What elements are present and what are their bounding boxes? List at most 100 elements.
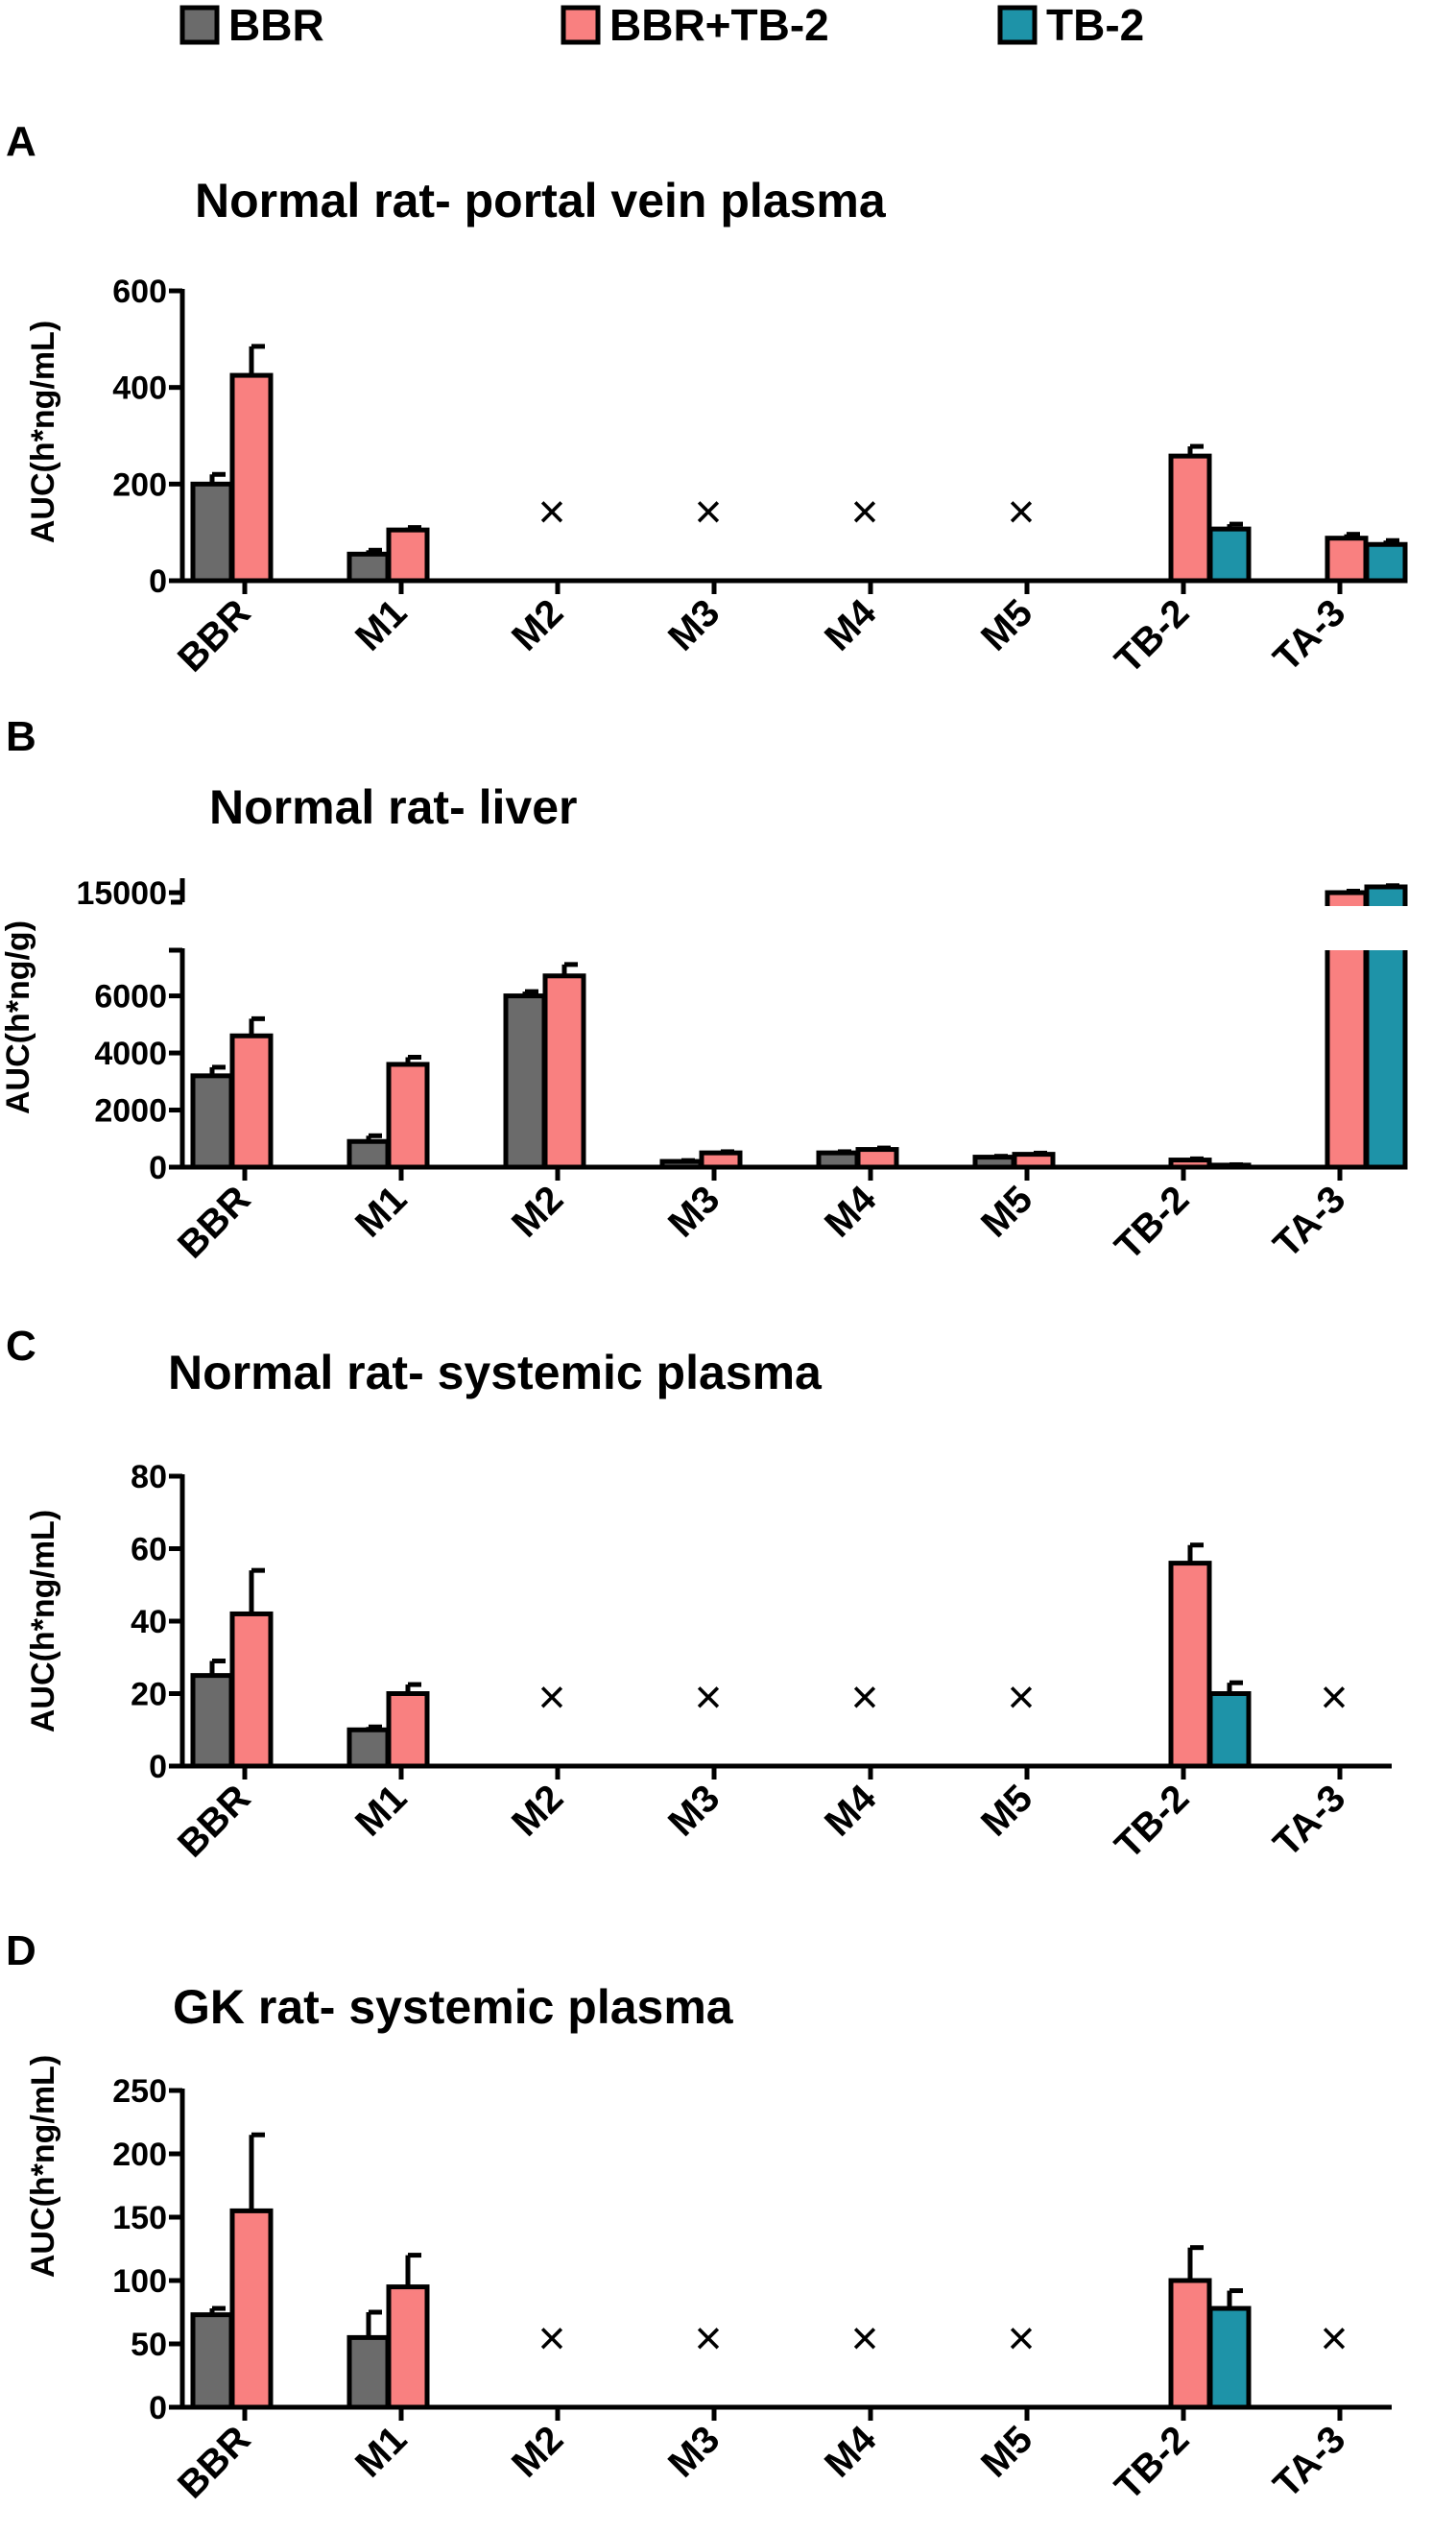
chart-title: Normal rat- systemic plasma [168,1346,823,1399]
x-tick-label-bbr: BBR [170,591,258,680]
panel-A: A Normal rat- portal vein plasma AUC(h*ng/… [6,118,1408,681]
chart-title: Normal rat- portal vein plasma [195,174,887,227]
legend-swatch-tb-2 [997,5,1038,45]
bar-bbr-tb-2-tb-2 [1168,2278,1212,2410]
x-tick-label-tb-2: TB-2 [1107,1178,1197,1268]
y-tick-label: 250 [112,2073,167,2110]
y-tick-label: 40 [131,1604,167,1640]
y-axis-label: AUC(h*ng/g) [0,920,36,1114]
bar-tb-2-ta-3 [1364,541,1408,584]
bar-bbr-tb-2-bbr [229,1611,274,1769]
x-tick-label-ta-3: TA-3 [1265,591,1353,680]
x-tick-label-m3: M3 [660,1178,728,1245]
y-tick-label: 0 [149,563,167,600]
x-tick-label-ta-3: TA-3 [1265,1777,1353,1865]
y-tick-label: 60 [131,1532,167,1568]
panel-B: B Normal rat- liver AUC(h*ng/g) 0 2000 4000 60… [0,713,1411,1268]
y-axis-label: AUC(h*ng/mL) [25,321,61,543]
legend-swatch-bbr-tb-2 [561,5,601,45]
y-axis-label: AUC(h*ng/mL) [25,2055,61,2278]
x-tick-label-m1: M1 [347,1178,415,1245]
x-tick-label-bbr: BBR [170,1178,258,1266]
y-tick-label: 20 [131,1677,167,1713]
not-detected-marker: × [850,2311,878,2365]
not-detected-marker: × [1007,485,1035,538]
bar-bbr-tb-2-m1 [386,527,430,584]
y-tick-label: 400 [112,370,167,407]
not-detected-marker: × [1320,2311,1348,2365]
bar-bbr-bbr [190,1673,234,1769]
bar-bbr-tb-2-m1 [386,1062,430,1170]
bar-bbr-tb-2-tb-2 [1168,453,1212,584]
x-tick-label-m2: M2 [504,1777,571,1844]
x-tick-label-m5: M5 [973,591,1040,658]
x-tick-label-ta-3: TA-3 [1265,2418,1353,2506]
x-tick-label-m4: M4 [817,1777,885,1845]
panel-letter: B [6,713,36,760]
x-tick-label-bbr: BBR [170,1777,258,1865]
not-detected-marker: × [694,1670,722,1724]
bar-bbr-tb-2-bbr [229,2208,274,2410]
not-detected-marker: × [537,2311,565,2365]
bar-bbr-bbr [190,2312,234,2410]
legend-label-bbr: BBR [228,0,324,50]
y-tick-label: 80 [131,1459,167,1495]
panel-D: D GK rat- systemic plasma AUC(h*ng/mL) 0 50 1… [6,1927,1392,2508]
bar-bbr-m1 [346,1727,391,1769]
panel-letter: D [6,1927,36,1974]
bar-bbr-m1 [346,2334,391,2410]
not-detected-marker: × [694,485,722,538]
x-tick-label-m5: M5 [973,1777,1040,1844]
x-tick-label-m5: M5 [973,1178,1040,1245]
bar-bbr-tb-2-m2 [542,973,586,1170]
legend-swatch-bbr [179,5,220,45]
x-tick-label-m2: M2 [504,2418,571,2485]
x-tick-label-tb-2: TB-2 [1107,591,1197,681]
not-detected-marker: × [850,1670,878,1724]
y-tick-label: 0 [149,1150,167,1186]
chart-panels: A Normal rat- portal vein plasma AUC(h*ng/… [0,118,1411,2508]
bar-bbr-tb-2-ta-3 [1325,536,1369,584]
y-tick-label: 15000 [76,875,167,912]
axis-break-gap [1361,906,1411,950]
x-tick-label-ta-3: TA-3 [1265,1178,1353,1266]
panel-C: C Normal rat- systemic plasma AUC(h*ng/mL)… [6,1323,1392,1867]
x-tick-label-tb-2: TB-2 [1107,2418,1197,2508]
legend-label-bbr-tb-2: BBR+TB-2 [609,0,829,50]
legend: BBR BBR+TB-2 TB-2 [179,0,1144,50]
x-tick-label-bbr: BBR [170,2418,258,2506]
bar-bbr-m1 [346,1138,391,1170]
y-tick-label: 0 [149,2390,167,2426]
y-axis-label: AUC(h*ng/mL) [25,1510,61,1732]
x-tick-label-m3: M3 [660,2418,728,2485]
y-tick-label: 2000 [94,1093,167,1130]
x-tick-label-m1: M1 [347,591,415,658]
panel-letter: C [6,1323,36,1370]
not-detected-marker: × [537,1670,565,1724]
x-tick-label-m3: M3 [660,1777,728,1844]
x-tick-label-m4: M4 [817,2418,885,2486]
not-detected-marker: × [1007,2311,1035,2365]
y-tick-label: 150 [112,2200,167,2236]
bar-bbr-tb-2-bbr [229,372,274,584]
y-tick-label: 6000 [94,979,167,1015]
bar-bbr-tb-2-m4 [855,1147,899,1170]
x-tick-label-m5: M5 [973,2418,1040,2485]
not-detected-marker: × [537,485,565,538]
panel-letter: A [6,118,36,165]
bar-tb-2-tb-2 [1207,526,1252,584]
y-tick-label: 4000 [94,1036,167,1072]
chart-title: Normal rat- liver [209,780,577,834]
not-detected-marker: × [694,2311,722,2365]
bar-bbr-bbr [190,1073,234,1170]
bar-bbr-tb-2-tb-2 [1168,1561,1212,1769]
bar-bbr-tb-2-m1 [386,1691,430,1769]
not-detected-marker: × [1320,1670,1348,1724]
x-tick-label-m2: M2 [504,591,571,658]
not-detected-marker: × [1007,1670,1035,1724]
x-tick-label-tb-2: TB-2 [1107,1777,1197,1867]
bar-tb-2-tb-2 [1207,1691,1252,1769]
bar-bbr-tb-2-bbr [229,1033,274,1170]
bar-bbr-tb-2-m1 [386,2284,430,2410]
not-detected-marker: × [850,485,878,538]
